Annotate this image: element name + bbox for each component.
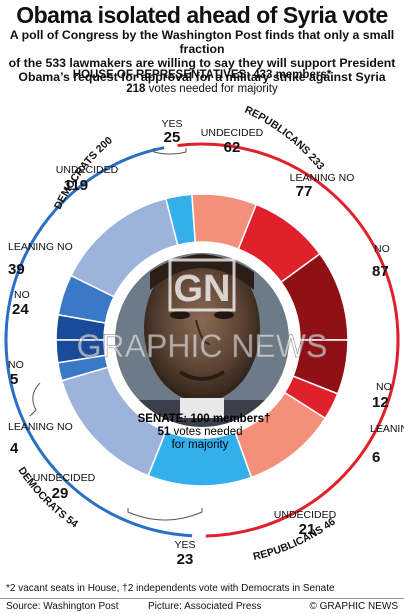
house-segments [55,193,349,341]
senate-dem-leaning-label: LEANING NO [8,421,73,433]
title: Obama isolated ahead of Syria vote [16,2,388,28]
senate-republicans-label: REPUBLICANS 46 [252,516,338,563]
senate-yes-value: 23 [177,551,194,568]
house-title: HOUSE OF REPRESENTATIVES: 433 members* [72,69,332,81]
graphic-news-watermark: GRAPHIC NEWS [77,328,328,364]
house-rep-leaning-no-value: 77 [296,183,313,200]
senate-republicans-arc [205,333,400,538]
senate-rep-undecided-label: UNDECIDED [274,509,337,521]
house-labels: YES 25 UNDECIDED 62 LEANING NO 77 NO 87 … [8,118,390,318]
senate-democrats-arc [4,333,193,538]
senate-title: SENATE: 100 members† [138,413,271,425]
house-dem-undecided-value: 119 [64,177,88,194]
house-majority: 218 votes needed for majority [0,83,404,95]
house-republicans-arc [177,142,400,347]
graphic-news-logo: GN [168,258,236,312]
house-yes-label: YES [161,118,182,130]
house-rep-leaning-no-label: LEANING NO [290,172,355,184]
house-rep-no-label: NO [374,243,390,255]
senate-rep-no-value: 12 [372,394,389,411]
senate-dem-undecided-value: 29 [52,485,69,502]
senate-leaning-no-leader [29,382,41,417]
senate-yes-bracket [127,508,203,521]
senate-majority-line-2: for majority [172,439,229,451]
obama-photo [114,252,290,428]
house-rep-undecided-label: UNDECIDED [201,127,264,139]
senate-dem-no-value: 5 [10,371,18,388]
house-dem-no-value: 24 [12,301,29,318]
photo-border [113,251,291,429]
senate-rep-undecided-value: 21 [299,521,316,538]
subtitle-line-2: of the 533 lawmakers are willing to say … [8,56,396,70]
house-democrats-arc [4,146,165,347]
senate-rep-leaning-label: LEANING NO [370,423,404,435]
senate-rep-no-label: NO [376,381,392,393]
senate-segment-rep-no [292,339,349,395]
house-dem-undecided-label: UNDECIDED [56,164,119,176]
senate-title-block: SENATE: 100 members† 51 votes needed for… [138,413,271,451]
senate-dem-leaning-value: 4 [10,440,19,457]
house-rep-undecided-value: 62 [224,139,241,156]
house-majority-number: 218 [126,83,146,95]
source: Source: Washington Post [6,601,119,612]
photo-credit: Picture: Associated Press [148,601,262,612]
house-dem-no-label: NO [14,289,30,301]
subtitle-line-1: A poll of Congress by the Washington Pos… [9,28,395,56]
house-dem-leaning-label-1: LEANING NO [8,241,73,253]
house-yes-bracket [153,148,187,155]
copyright: © GRAPHIC NEWS [309,601,399,612]
senate-dem-undecided-label: UNDECIDED [33,472,96,484]
senate-segments [55,339,349,487]
house-yes-value: 25 [164,129,181,146]
subtitle: A poll of Congress by the Washington Pos… [4,28,400,84]
senate-labels: NO 5 LEANING NO 4 UNDECIDED 29 YES 23 UN… [8,359,404,568]
footer: Source: Washington Post Picture: Associa… [0,598,404,614]
senate-yes-label: YES [174,539,195,551]
house-dem-leaning-value: 39 [8,261,25,278]
senate-dem-no-label: NO [8,359,24,371]
house-rep-no-value: 87 [372,263,389,280]
senate-rep-leaning-value: 6 [372,449,380,466]
senate-majority-line-1: 51 votes needed [157,426,242,438]
svg-text:GN: GN [174,268,231,310]
subtitle-line-3: Obama’s request for approval for a milit… [18,70,386,84]
footnote: *2 vacant seats in House, †2 independent… [6,583,335,594]
house-majority-text: votes needed for majority [145,83,278,95]
